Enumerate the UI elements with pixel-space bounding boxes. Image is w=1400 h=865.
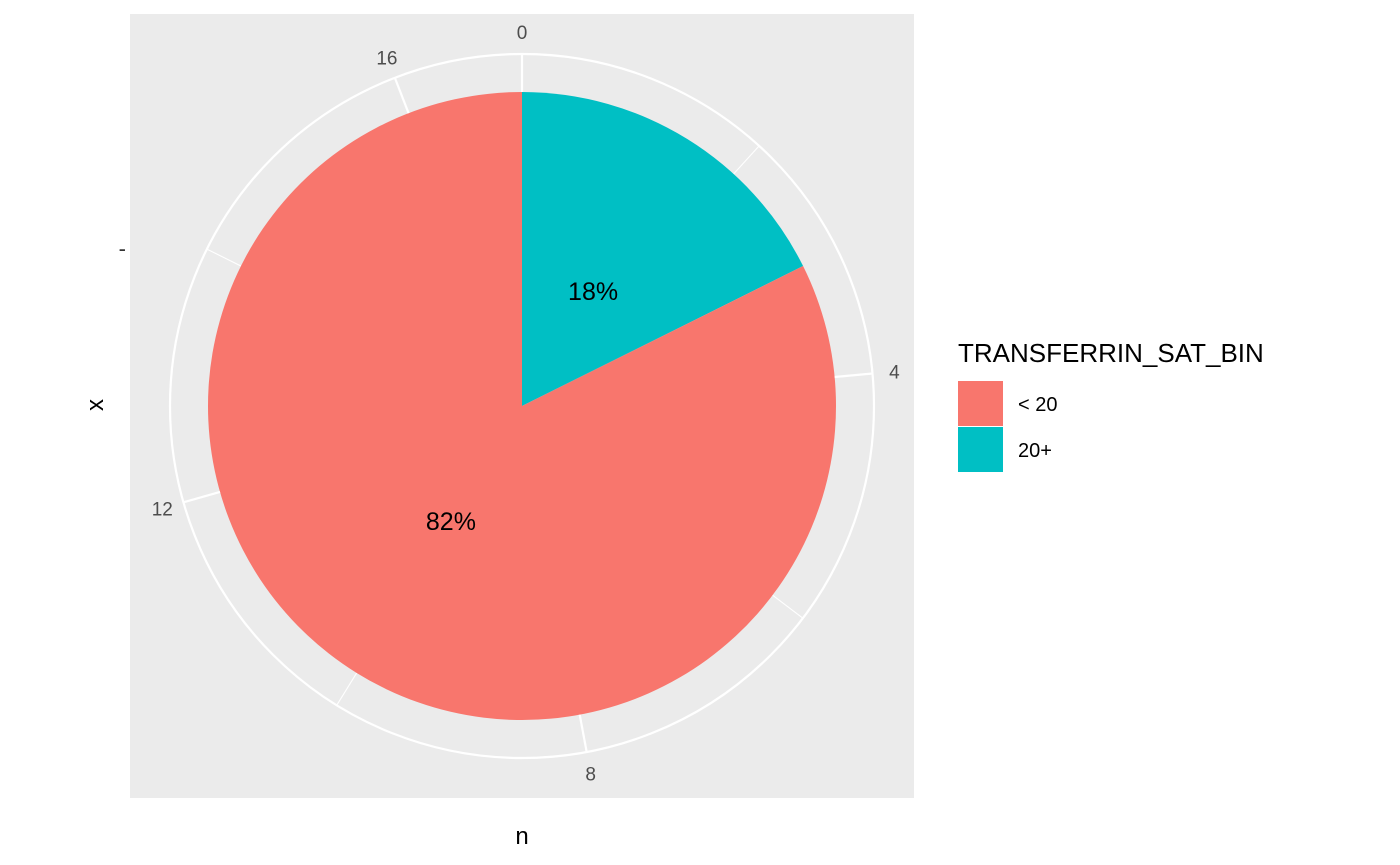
x-axis-title: n [515,823,528,850]
grid-major-line [393,77,410,114]
grid-minor-line [206,248,242,267]
grid-major-line [183,490,221,504]
theta-tick-label: 16 [376,48,397,69]
legend-label-20plus: 20+ [1018,440,1052,462]
slice-labels: 82% 18% [426,278,618,536]
grid-minor-line [336,672,358,706]
theta-tick-label: 4 [889,362,900,383]
legend-label-lt20: < 20 [1018,394,1057,416]
y-tick-label: - [119,236,126,261]
theta-tick-label: 8 [585,765,596,786]
theta-tick-label: 12 [152,499,173,520]
pie-slices [208,92,837,720]
grid-minor-line [733,145,760,175]
slice-lt20 [208,92,837,720]
grid-major-line [834,372,873,379]
legend: TRANSFERRIN_SAT_BIN < 20 20+ [958,338,1264,472]
theta-tick-label: 0 [517,23,528,44]
grid-major-line [578,714,588,753]
y-axis-title: x [82,399,109,411]
slice-label-lt20: 82% [426,508,476,536]
slice-label-20plus: 18% [568,278,618,306]
legend-title: TRANSFERRIN_SAT_BIN [958,338,1264,368]
theta-ticks: 0 4 8 12 16 [152,23,900,786]
grid-minor-line [772,594,804,619]
slice-20plus [522,92,804,406]
legend-key-lt20 [958,381,1003,426]
legend-key-20plus [958,427,1003,472]
